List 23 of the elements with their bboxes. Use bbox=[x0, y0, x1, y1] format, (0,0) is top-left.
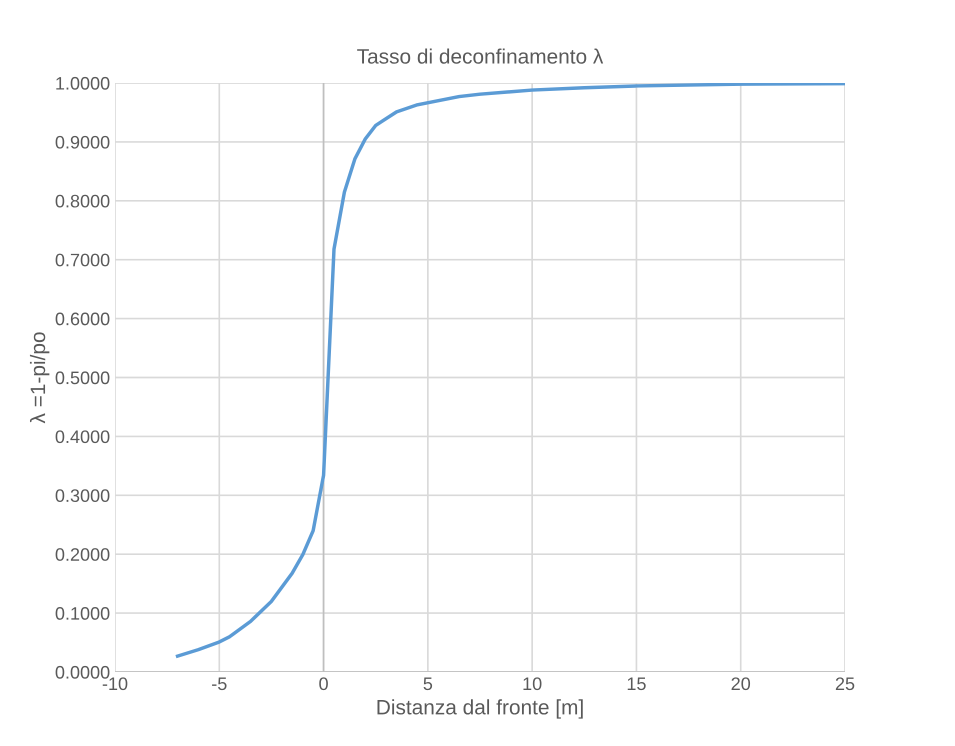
y-tick-label: 0.4000 bbox=[56, 430, 110, 444]
x-tick-label: 5 bbox=[424, 678, 432, 690]
y-tick-label: 0.6000 bbox=[56, 312, 110, 326]
x-tick-label: 10 bbox=[523, 677, 542, 690]
y-axis-title: λ =1-pi/po bbox=[30, 332, 50, 424]
x-tick-label: 25 bbox=[836, 677, 854, 690]
y-tick-label: 0.7000 bbox=[56, 254, 110, 266]
y-tick-label: 0.2000 bbox=[56, 548, 110, 561]
y-tick-label: 0.9000 bbox=[56, 136, 110, 149]
x-tick-label: -5 bbox=[212, 678, 227, 690]
y-tick-label: 0.3000 bbox=[56, 489, 110, 502]
chart-title: Tasso di deconfinamento λ bbox=[357, 48, 604, 64]
y-tick-label: 1.0000 bbox=[56, 76, 110, 90]
y-tick-label: 0.5000 bbox=[56, 371, 110, 384]
x-tick-label: 20 bbox=[732, 677, 750, 690]
x-tick-label: -10 bbox=[102, 677, 128, 690]
x-axis-title: Distanza dal fronte [m] bbox=[378, 699, 583, 719]
x-tick-label: 15 bbox=[628, 678, 646, 690]
x-tick-label: 0 bbox=[319, 677, 328, 690]
y-tick-label: 0.1000 bbox=[56, 607, 110, 620]
line-series bbox=[176, 83, 845, 658]
y-tick-label: 0.0000 bbox=[56, 666, 110, 679]
y-tick-label: 0.8000 bbox=[56, 194, 110, 208]
